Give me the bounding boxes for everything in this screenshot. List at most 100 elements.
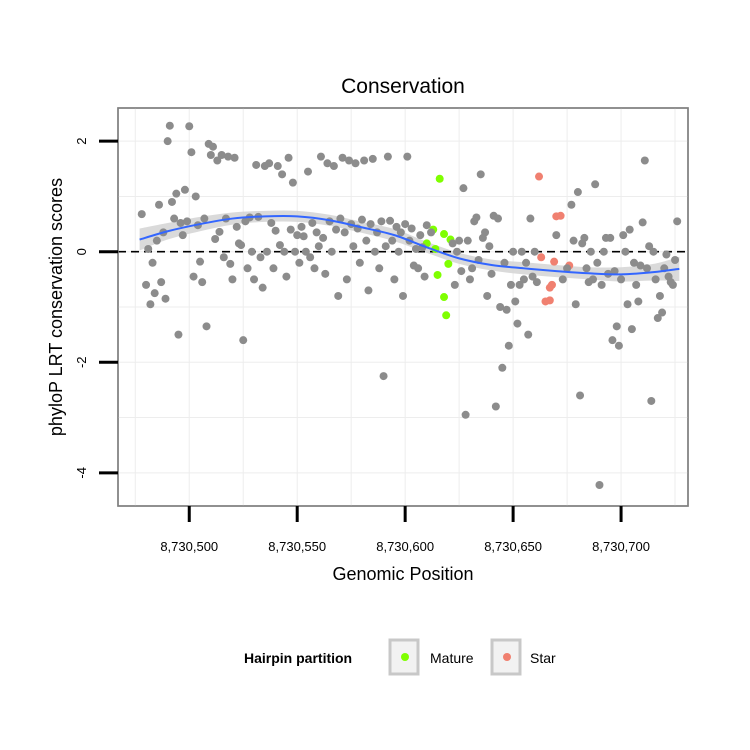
data-point-other <box>176 218 185 227</box>
data-point-other <box>224 152 233 161</box>
scatter-points <box>137 121 682 489</box>
data-point-other <box>144 244 153 253</box>
data-point-other <box>450 280 459 289</box>
data-point-other <box>152 236 161 245</box>
data-point-other <box>589 275 597 284</box>
data-point-other <box>148 258 157 267</box>
data-point-other <box>569 236 578 245</box>
data-point-other <box>368 154 377 163</box>
data-point-other <box>267 218 276 227</box>
data-point-other <box>258 283 267 292</box>
data-point-other <box>364 286 373 295</box>
data-point-other <box>422 221 431 230</box>
data-point-other <box>388 236 397 245</box>
data-point-other <box>517 247 526 256</box>
data-point-other <box>576 391 585 400</box>
data-point-other <box>329 162 338 171</box>
data-point-other <box>511 297 520 306</box>
legend-label-mature: Mature <box>430 650 474 666</box>
smooth-confidence-band <box>139 210 680 282</box>
y-tick-label: 2 <box>74 138 89 145</box>
x-tick-label: 8,730,650 <box>484 539 542 554</box>
data-point-other <box>304 167 312 176</box>
data-point-other <box>625 225 634 234</box>
data-point-other <box>638 218 647 227</box>
data-point-other <box>284 153 293 162</box>
data-point-other <box>392 222 401 231</box>
data-point-other <box>332 225 341 234</box>
data-point-other <box>310 264 319 273</box>
data-point-other <box>619 231 628 240</box>
legend-key-star <box>490 638 522 676</box>
data-point-other <box>157 278 166 287</box>
data-point-other <box>567 200 576 209</box>
data-point-other <box>269 264 278 273</box>
data-point-other <box>386 216 395 225</box>
data-point-other <box>273 162 282 171</box>
data-point-star <box>552 212 561 221</box>
data-point-other <box>243 264 252 273</box>
data-point-other <box>563 264 572 273</box>
data-point-other <box>345 156 354 165</box>
data-point-other <box>457 267 466 276</box>
data-point-other <box>280 247 289 256</box>
data-point-other <box>483 291 492 300</box>
data-point-other <box>161 294 170 303</box>
data-point-other <box>146 300 155 309</box>
data-point-other <box>414 264 423 273</box>
data-point-other <box>653 314 662 323</box>
data-point-other <box>593 258 602 267</box>
data-point-other <box>532 278 541 287</box>
data-point-other <box>282 272 291 281</box>
data-point-other <box>526 214 535 223</box>
data-point-other <box>219 253 228 262</box>
data-point-other <box>671 256 680 265</box>
data-point-other <box>401 220 410 229</box>
data-point-other <box>180 185 189 194</box>
data-point-other <box>377 217 386 226</box>
legend-title: Hairpin partition <box>244 650 352 666</box>
data-point-other <box>202 322 211 331</box>
data-point-other <box>558 275 567 284</box>
data-point-other <box>360 156 369 165</box>
data-point-other <box>552 231 561 240</box>
data-point-other <box>357 215 366 224</box>
data-point-other <box>306 253 315 262</box>
data-point-other <box>278 170 287 179</box>
data-point-other <box>319 233 328 242</box>
data-point-other <box>174 330 183 339</box>
data-point-other <box>150 289 159 298</box>
data-point-other <box>636 261 645 270</box>
data-point-other <box>275 241 284 250</box>
data-point-other <box>519 275 528 284</box>
data-point-mature <box>435 174 444 183</box>
data-point-other <box>155 200 164 209</box>
data-point-other <box>608 336 617 345</box>
confidence-band <box>139 210 680 282</box>
y-tick-label: 0 <box>74 248 89 255</box>
legend-label-star: Star <box>530 650 556 666</box>
legend-dot-mature <box>401 653 409 661</box>
data-point-other <box>617 275 626 284</box>
data-point-other <box>573 188 582 197</box>
data-point-other <box>452 247 461 256</box>
data-point-other <box>228 275 237 284</box>
data-point-other <box>515 280 524 289</box>
data-point-other <box>468 264 477 273</box>
data-point-other <box>340 228 349 237</box>
data-point-other <box>651 275 660 284</box>
data-point-other <box>522 258 531 267</box>
data-point-other <box>327 247 336 256</box>
data-point-other <box>649 247 658 256</box>
data-point-other <box>476 170 485 179</box>
data-point-other <box>595 480 604 489</box>
data-point-other <box>323 159 332 168</box>
data-point-other <box>230 153 239 162</box>
data-point-other <box>314 242 323 251</box>
data-point-other <box>528 272 537 281</box>
y-tick-label: -2 <box>74 356 89 368</box>
data-point-other <box>291 247 300 256</box>
data-point-other <box>351 159 360 168</box>
data-point-other <box>217 150 226 159</box>
